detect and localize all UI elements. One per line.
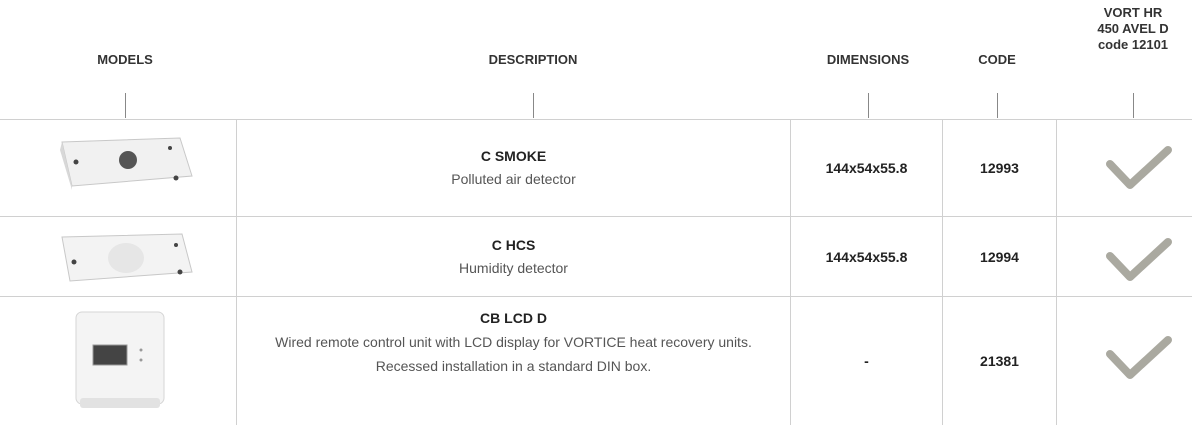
- description-cell: CB LCD D Wired remote control unit with …: [237, 306, 790, 378]
- header-cell: CODE: [978, 52, 1016, 67]
- col-line: [942, 119, 943, 425]
- product-image: [60, 137, 193, 190]
- header-tick: [868, 93, 869, 118]
- model-name: C HCS: [491, 236, 536, 253]
- model-name: CB LCD D: [480, 310, 547, 326]
- dimensions: 144x54x55.8: [825, 248, 908, 265]
- check-icon: [1106, 238, 1172, 281]
- header-line: VORT HR: [1103, 5, 1163, 20]
- row-line: [0, 119, 1192, 120]
- check-icon: [1106, 146, 1172, 189]
- code: 12993: [980, 160, 1019, 176]
- description: Polluted air detector: [451, 171, 576, 187]
- col-line: [790, 119, 791, 425]
- description: Recessed installation in a standard DIN …: [375, 358, 652, 374]
- check-icon: [1106, 336, 1172, 379]
- row-line: [0, 216, 1192, 217]
- header-cell: MODELS: [97, 52, 153, 67]
- description: Wired remote control unit with LCD displ…: [275, 334, 752, 350]
- description: Humidity detector: [459, 259, 568, 276]
- header-line: 450 AVEL D: [1097, 21, 1169, 36]
- header-tick: [997, 93, 998, 118]
- header-cell: VORT HR 450 AVEL D code 12101: [1073, 5, 1192, 53]
- col-line: [1056, 119, 1057, 425]
- model-name: C SMOKE: [480, 148, 547, 164]
- header-line: code 12101: [1097, 37, 1169, 52]
- description-cell: C SMOKE Polluted air detector: [237, 120, 790, 216]
- dimensions: 144x54x55.8: [825, 160, 908, 176]
- header-cell: DIMENSIONS: [826, 52, 910, 67]
- dimensions: -: [864, 353, 869, 369]
- product-image: [75, 311, 165, 408]
- col-line: [236, 119, 237, 425]
- code: 21381: [980, 353, 1019, 369]
- code: 12994: [980, 248, 1019, 265]
- product-image: [61, 233, 193, 282]
- header-tick: [533, 93, 534, 118]
- header-tick: [1133, 93, 1134, 118]
- header-cell: DESCRIPTION: [488, 52, 578, 67]
- header-tick: [125, 93, 126, 118]
- description-cell: C HCS Humidity detector: [237, 217, 790, 296]
- row-line: [0, 296, 1192, 297]
